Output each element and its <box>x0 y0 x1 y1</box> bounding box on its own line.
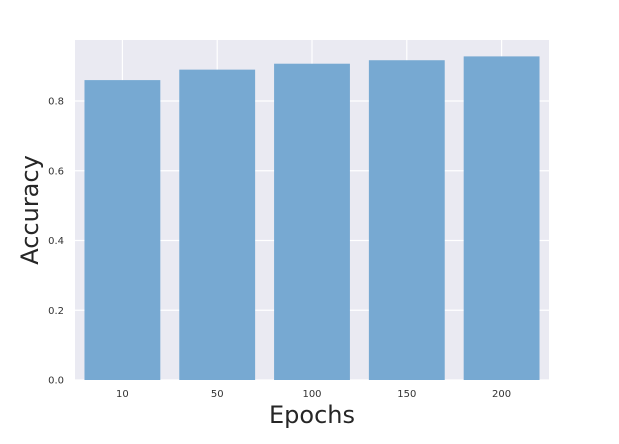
y-tick-label: 0.2 <box>48 306 64 317</box>
bar-100 <box>274 63 350 380</box>
y-tick-labels: 0.0 0.2 0.4 0.6 0.8 <box>48 97 64 387</box>
y-tick-label: 0.8 <box>48 97 64 108</box>
x-tick-label: 50 <box>211 389 224 400</box>
y-tick-label: 0.0 <box>48 376 64 387</box>
bar-200 <box>463 56 540 381</box>
bar-50 <box>179 69 256 381</box>
x-tick-label: 10 <box>116 389 129 400</box>
x-axis-label: Epochs <box>269 401 355 429</box>
y-axis-label: Accuracy <box>16 155 44 265</box>
x-tick-labels: 10 50 100 150 200 <box>116 389 511 400</box>
bar-150 <box>368 60 445 380</box>
x-tick-label: 200 <box>492 389 511 400</box>
bar-10 <box>84 80 161 380</box>
bars <box>84 56 540 381</box>
y-tick-label: 0.4 <box>48 236 64 247</box>
x-tick-label: 150 <box>397 389 416 400</box>
x-tick-label: 100 <box>302 389 321 400</box>
y-tick-label: 0.6 <box>48 166 64 177</box>
